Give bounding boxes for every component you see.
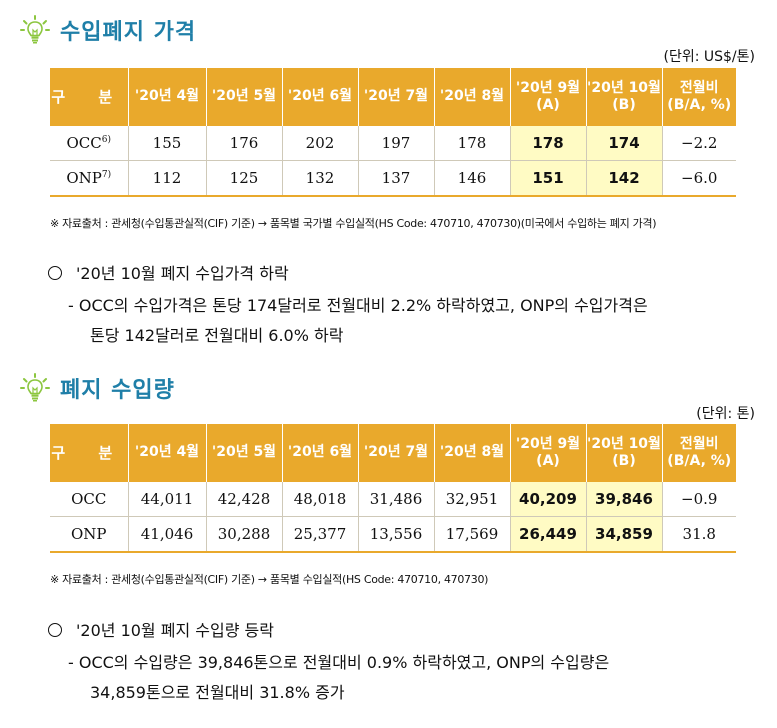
header-b: '20년 10월 (B) [585, 68, 662, 126]
table-row: ONP 41,046 30,288 25,377 13,556 17,569 2… [50, 516, 736, 553]
cell-ratio: −6.0 [661, 160, 736, 197]
cell: 25,377 [281, 516, 358, 553]
cell: 155 [127, 126, 206, 161]
unit-label: (단위: 톤) [696, 406, 755, 422]
row-label: OCC [50, 482, 128, 517]
cell: 176 [205, 126, 282, 161]
cell-ratio: 31.8 [661, 516, 736, 553]
summary-bullet: '20년 10월 폐지 수입가격 하락 [48, 260, 289, 284]
cell-a: 26,449 [509, 516, 586, 553]
header-month: '20년 7월 [357, 68, 434, 126]
source-note: ※ 자료출처 : 관세청(수입통관실적(CIF) 기준) → 품목별 수입실적(… [50, 573, 489, 586]
table-row: ONP7) 112 125 132 137 146 151 142 −6.0 [50, 160, 736, 197]
section-title-volume: 폐지 수입량 [20, 372, 175, 404]
summary-detail: - OCC의 수입량은 39,846톤으로 전월대비 0.9% 하락하였고, O… [68, 653, 610, 672]
header-gubun: 구 분 [50, 424, 128, 482]
unit-label: (단위: US$/톤) [663, 49, 756, 65]
cell: 202 [281, 126, 358, 161]
cell-b: 39,846 [585, 482, 662, 517]
cell: 137 [357, 160, 434, 197]
cell: 31,486 [357, 482, 434, 517]
cell: 125 [205, 160, 282, 197]
header-month: '20년 7월 [357, 424, 434, 482]
cell: 132 [281, 160, 358, 197]
summary-detail: 톤당 142달러로 전월대비 6.0% 하락 [90, 326, 344, 345]
cell-a: 178 [509, 126, 586, 161]
cell: 197 [357, 126, 434, 161]
table-row: OCC 44,011 42,428 48,018 31,486 32,951 4… [50, 482, 736, 517]
cell-b: 174 [585, 126, 662, 161]
price-table: 구 분 '20년 4월 '20년 5월 '20년 6월 '20년 7월 '20년… [50, 68, 736, 197]
cell: 178 [433, 126, 510, 161]
cell-ratio: −0.9 [661, 482, 736, 517]
cell: 32,951 [433, 482, 510, 517]
cell: 48,018 [281, 482, 358, 517]
row-label: ONP [50, 516, 128, 553]
section-title-text: 수입폐지 가격 [60, 20, 197, 45]
header-a: '20년 9월 (A) [509, 68, 586, 126]
cell: 13,556 [357, 516, 434, 553]
header-month: '20년 8월 [433, 68, 510, 126]
header-ratio: 전월비 (B/A, %) [661, 68, 736, 126]
cell: 30,288 [205, 516, 282, 553]
header-month: '20년 8월 [433, 424, 510, 482]
cell: 41,046 [127, 516, 206, 553]
header-month: '20년 4월 [127, 68, 206, 126]
row-label: ONP7) [50, 160, 128, 197]
header-month: '20년 6월 [281, 424, 358, 482]
section-title-text: 폐지 수입량 [60, 378, 175, 403]
cell-a: 151 [509, 160, 586, 197]
cell: 17,569 [433, 516, 510, 553]
summary-detail: 34,859톤으로 전월대비 31.8% 증가 [90, 683, 345, 702]
volume-table: 구 분 '20년 4월 '20년 5월 '20년 6월 '20년 7월 '20년… [50, 424, 736, 553]
cell-b: 142 [585, 160, 662, 197]
section-title-price: 수입폐지 가격 [20, 14, 196, 46]
header-b: '20년 10월 (B) [585, 424, 662, 482]
cell: 44,011 [127, 482, 206, 517]
cell-b: 34,859 [585, 516, 662, 553]
cell-ratio: −2.2 [661, 126, 736, 161]
header-month: '20년 4월 [127, 424, 206, 482]
lightbulb-icon [20, 15, 50, 44]
source-note: ※ 자료출처 : 관세청(수입통관실적(CIF) 기준) → 품목별 국가별 수… [50, 217, 657, 230]
summary-detail: - OCC의 수입가격은 톤당 174달러로 전월대비 2.2% 하락하였고, … [68, 296, 648, 315]
header-a: '20년 9월 (A) [509, 424, 586, 482]
table-row: OCC6) 155 176 202 197 178 178 174 −2.2 [50, 126, 736, 161]
header-gubun: 구 분 [50, 68, 128, 126]
summary-bullet: '20년 10월 폐지 수입량 등락 [48, 617, 274, 641]
cell: 112 [127, 160, 206, 197]
header-month: '20년 5월 [205, 68, 282, 126]
header-month: '20년 6월 [281, 68, 358, 126]
row-label: OCC6) [50, 126, 128, 161]
header-ratio: 전월비 (B/A, %) [661, 424, 736, 482]
table-header-row: 구 분 '20년 4월 '20년 5월 '20년 6월 '20년 7월 '20년… [50, 424, 736, 482]
lightbulb-icon [20, 373, 50, 402]
cell: 146 [433, 160, 510, 197]
header-month: '20년 5월 [205, 424, 282, 482]
cell-a: 40,209 [509, 482, 586, 517]
circle-bullet-icon [48, 623, 62, 637]
circle-bullet-icon [48, 266, 62, 280]
cell: 42,428 [205, 482, 282, 517]
table-header-row: 구 분 '20년 4월 '20년 5월 '20년 6월 '20년 7월 '20년… [50, 68, 736, 126]
